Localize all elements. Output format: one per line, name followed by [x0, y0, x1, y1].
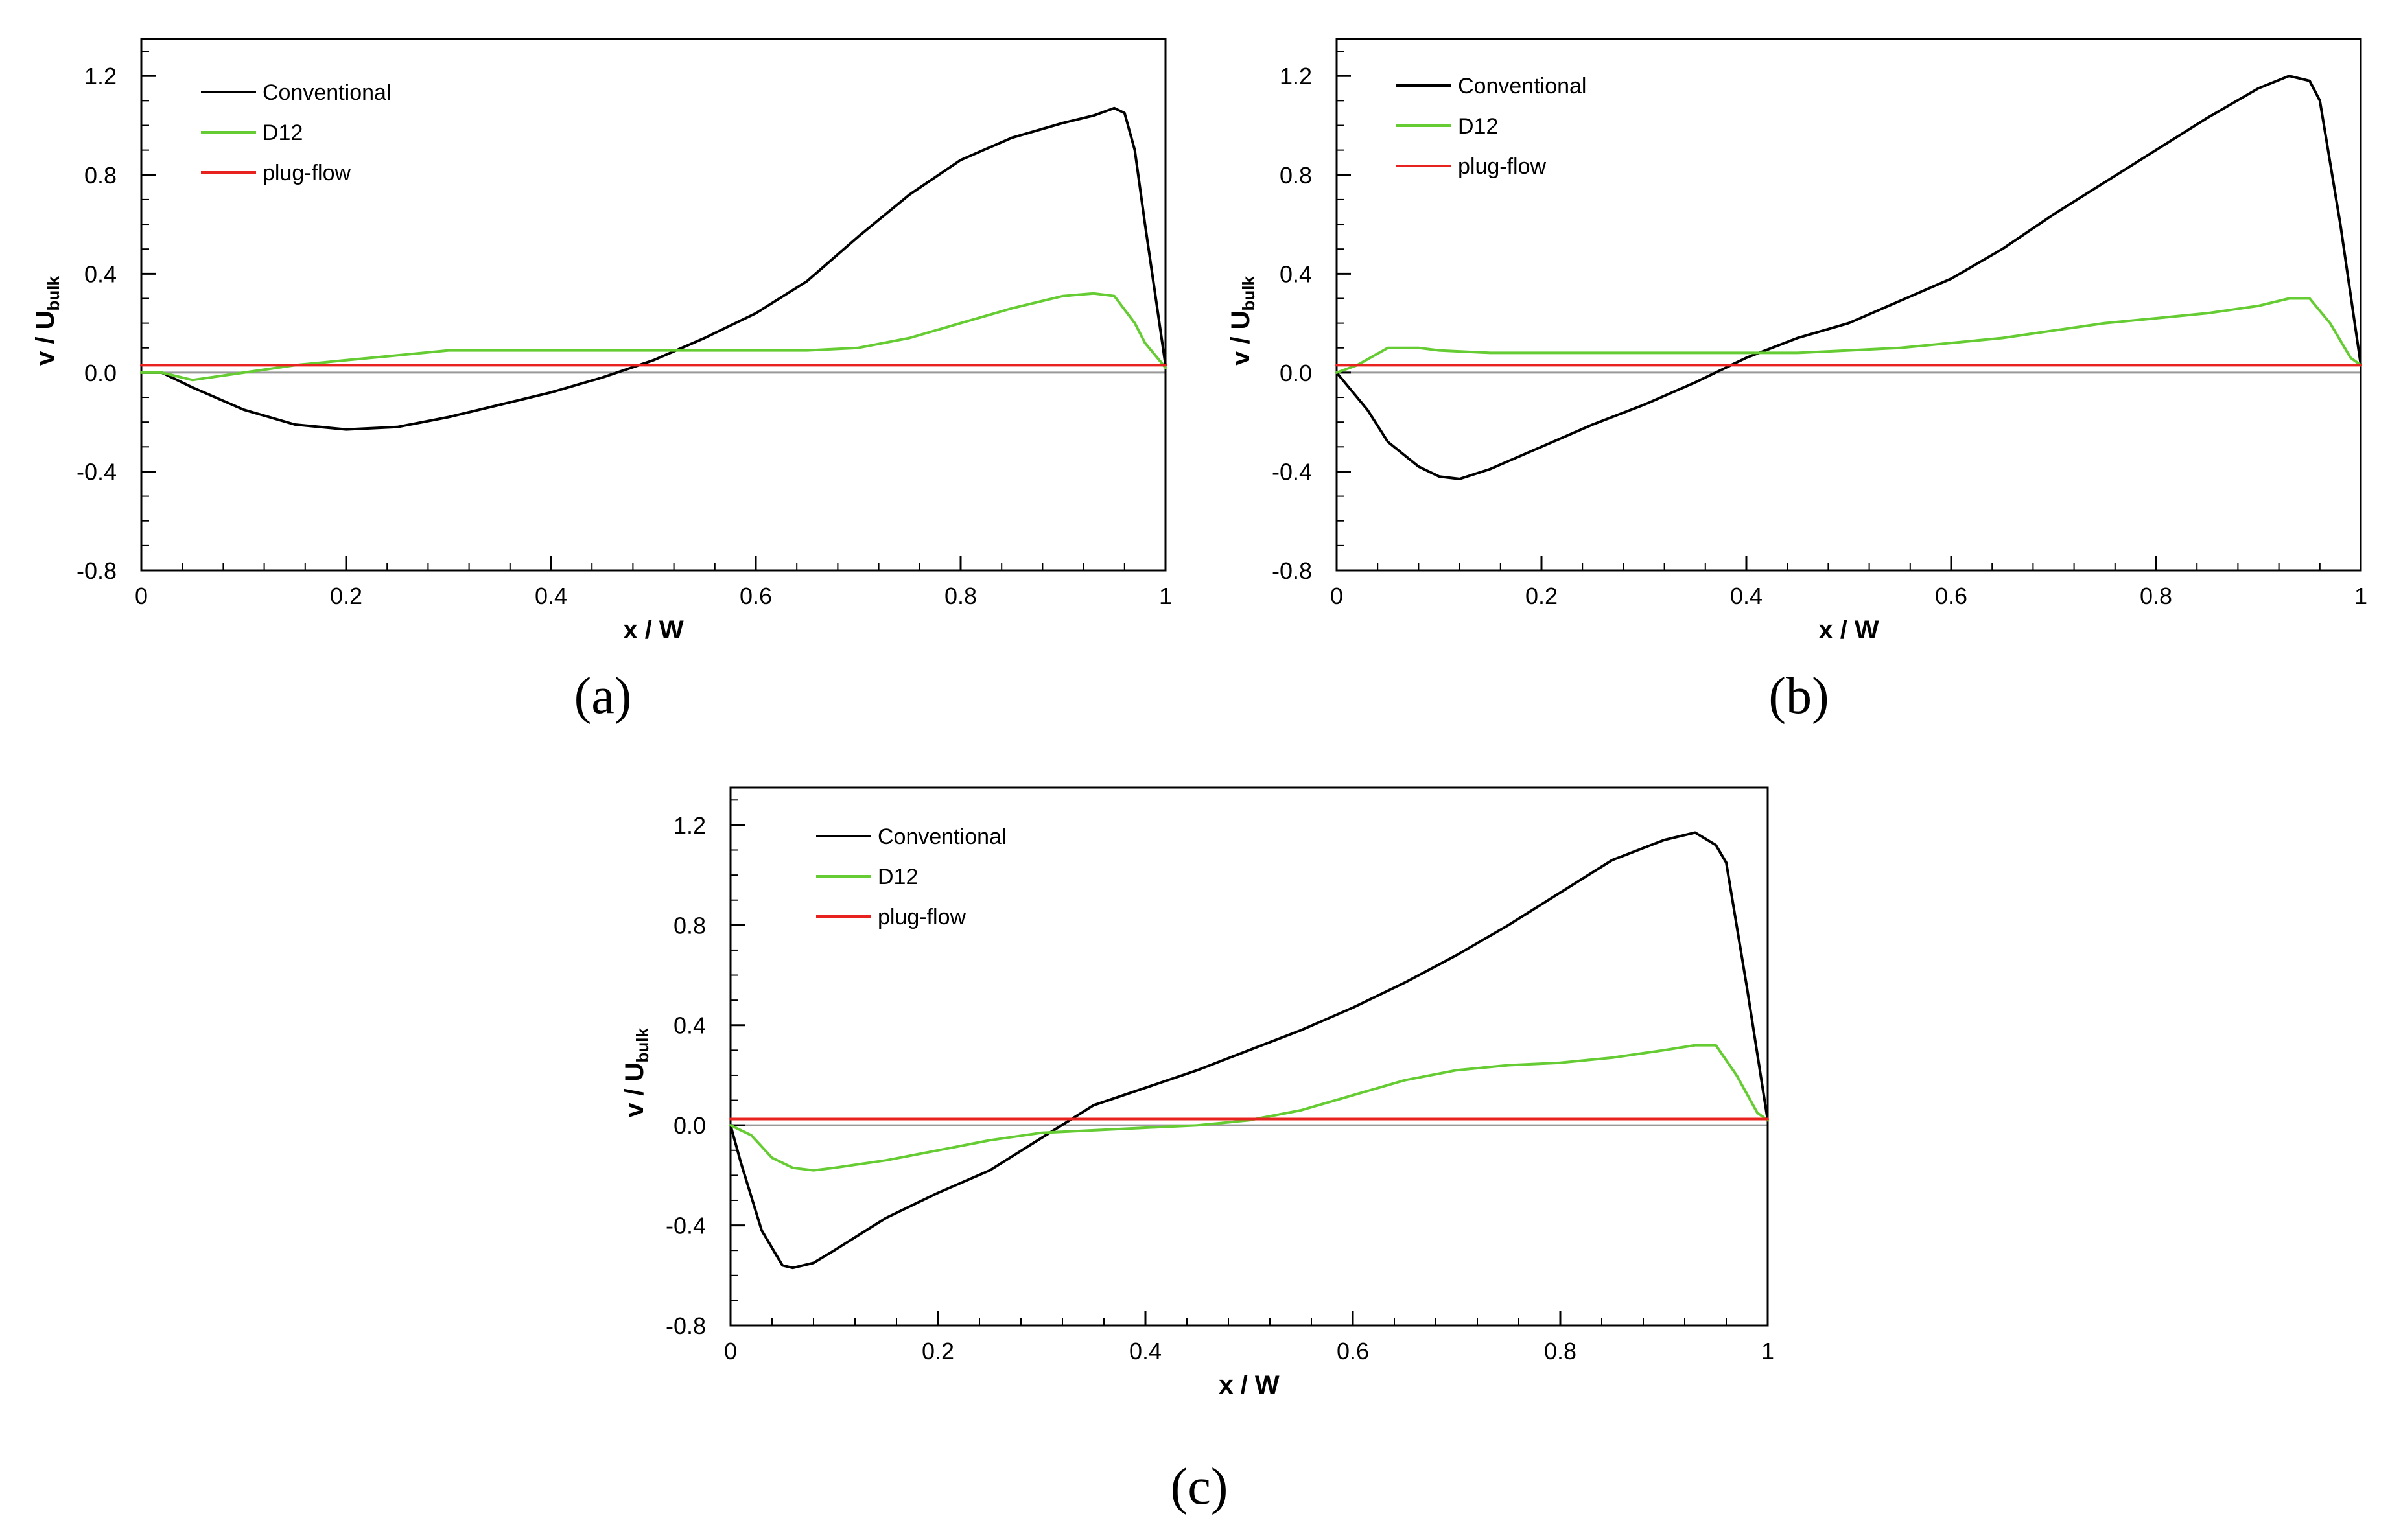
- y-axis-title: v / Ubulk: [620, 1027, 652, 1117]
- chart-panel-1: -0.8 -0.4 0.0 0.4 0.8 1.2 0 0.2 0.4 0.6 0.8 1 x / W v…: [31, 38, 1172, 725]
- y-tick-label: -0.8: [1272, 557, 1312, 584]
- legend-label-plug-flow: plug-flow: [878, 905, 967, 929]
- plot-frame: [140, 38, 1167, 572]
- y-tick-label: 0.8: [674, 912, 706, 939]
- x-tick-label: 0.4: [1129, 1338, 1162, 1364]
- plot-frame: [729, 786, 1769, 1327]
- series-line-d12: [729, 1044, 1769, 1172]
- y-tick-label: 0.4: [84, 261, 117, 287]
- x-tick-label: 0: [135, 583, 148, 609]
- legend-label-conventional: Conventional: [1458, 74, 1586, 99]
- x-tick-label: 0.2: [922, 1338, 954, 1364]
- x-axis-title: x / W: [623, 616, 684, 644]
- legend-label-conventional: Conventional: [878, 824, 1006, 849]
- y-axis-title-subscript: bulk: [43, 275, 63, 310]
- legend-label-d12: D12: [878, 865, 918, 889]
- y-axis-title-subscript: bulk: [633, 1027, 652, 1062]
- x-tick-label: 1: [2354, 583, 2367, 609]
- series-line-d12: [1335, 297, 2362, 374]
- x-tick-label: 0.2: [330, 583, 362, 609]
- y-tick-label: -0.8: [76, 557, 117, 584]
- chart-panel-3: -0.8 -0.4 0.0 0.4 0.8 1.2 0 0.2 0.4 0.6 0.8 1 x / W v…: [620, 786, 1774, 1515]
- x-axis-title: x / W: [1818, 616, 1879, 644]
- y-tick-label: 1.2: [674, 812, 706, 839]
- y-axis-title: v / Ubulk: [1226, 275, 1258, 365]
- legend-label-plug-flow: plug-flow: [263, 161, 351, 185]
- legend-label-d12: D12: [1458, 114, 1498, 139]
- panel-caption: (b): [1768, 668, 1829, 725]
- y-tick-label: 0.0: [1280, 360, 1312, 386]
- series-line-conventional: [729, 831, 1769, 1270]
- x-tick-label: 0.8: [2140, 583, 2172, 609]
- y-axis-title-main: v / U: [1226, 310, 1255, 365]
- panel-caption: (a): [574, 668, 632, 725]
- legend-label-d12: D12: [263, 121, 303, 145]
- series-line-conventional: [140, 106, 1167, 431]
- x-tick-label: 0.8: [944, 583, 977, 609]
- x-tick-label: 0.6: [740, 583, 772, 609]
- x-tick-label: 1: [1761, 1338, 1774, 1364]
- plot-frame: [1335, 38, 2362, 572]
- x-tick-label: 0.6: [1935, 583, 1967, 609]
- x-tick-label: 0: [724, 1338, 737, 1364]
- y-axis-title: v / Ubulk: [31, 275, 63, 365]
- x-tick-label: 0.6: [1337, 1338, 1369, 1364]
- y-tick-label: 1.2: [1280, 63, 1312, 89]
- legend-label-conventional: Conventional: [263, 80, 391, 105]
- y-tick-label: 0.4: [1280, 261, 1312, 287]
- chart-panel-2: -0.8 -0.4 0.0 0.4 0.8 1.2 0 0.2 0.4 0.6 0.8 1 x / W v…: [1226, 38, 2367, 725]
- y-tick-label: 1.2: [84, 63, 117, 89]
- y-axis-title-subscript: bulk: [1239, 275, 1258, 310]
- x-tick-label: 0.4: [535, 583, 567, 609]
- y-tick-label: -0.4: [76, 458, 117, 485]
- y-axis-title-main: v / U: [620, 1062, 649, 1117]
- legend-label-plug-flow: plug-flow: [1458, 154, 1547, 179]
- y-tick-label: 0.8: [84, 162, 117, 189]
- panel-caption: (c): [1171, 1458, 1228, 1515]
- x-axis-title: x / W: [1219, 1371, 1280, 1399]
- y-tick-label: 0.4: [674, 1012, 706, 1039]
- y-tick-label: 0.8: [1280, 162, 1312, 189]
- x-tick-label: 0.4: [1730, 583, 1763, 609]
- x-tick-label: 0.8: [1544, 1338, 1576, 1364]
- y-tick-label: -0.8: [666, 1312, 706, 1339]
- y-tick-label: 0.0: [674, 1112, 706, 1139]
- y-axis-title-main: v / U: [31, 310, 60, 365]
- x-tick-label: 0: [1330, 583, 1343, 609]
- x-tick-label: 1: [1159, 583, 1172, 609]
- x-tick-label: 0.2: [1525, 583, 1558, 609]
- y-tick-label: 0.0: [84, 360, 117, 386]
- y-tick-label: -0.4: [666, 1213, 706, 1239]
- y-tick-label: -0.4: [1272, 458, 1312, 485]
- series-line-d12: [140, 292, 1167, 382]
- series-line-conventional: [1335, 75, 2362, 480]
